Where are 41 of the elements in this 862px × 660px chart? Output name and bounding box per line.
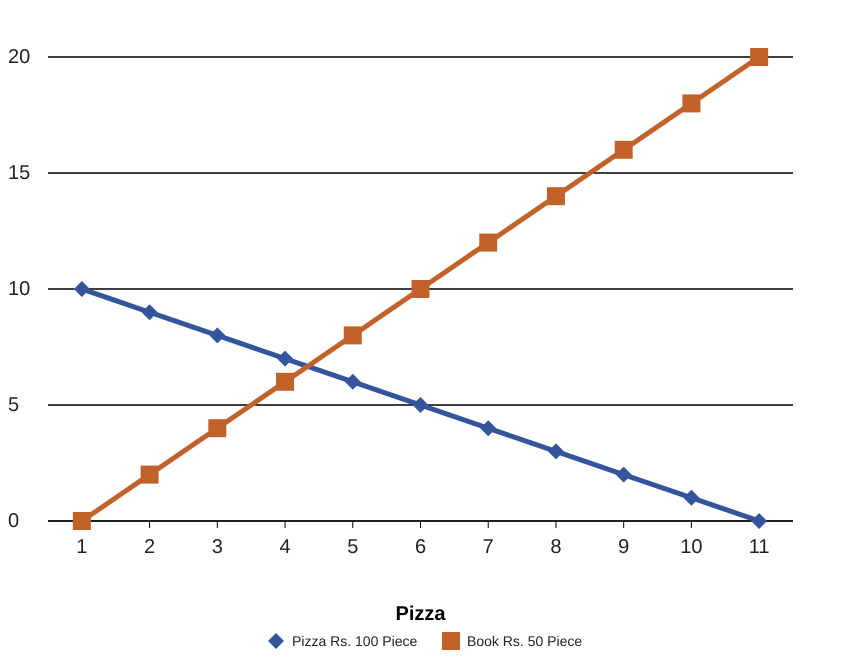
- legend-label: Pizza Rs. 100 Piece: [292, 633, 418, 649]
- point: [682, 94, 700, 112]
- point: [546, 187, 565, 206]
- x-tick-label: 2: [144, 536, 156, 558]
- point: [276, 372, 294, 391]
- y-tick-label: 15: [8, 162, 30, 184]
- x-tick-label: 3: [212, 536, 223, 558]
- x-tick-label: 4: [279, 536, 291, 558]
- y-tick-label: 10: [8, 278, 30, 300]
- point: [209, 327, 226, 344]
- point: [683, 490, 700, 506]
- point: [412, 397, 428, 413]
- point: [480, 420, 496, 436]
- x-tick-label: 7: [482, 536, 494, 558]
- point: [548, 443, 564, 460]
- x-tick-label: 8: [550, 536, 562, 558]
- y-tick-label: 0: [8, 510, 20, 532]
- point: [140, 466, 159, 484]
- point: [751, 513, 768, 529]
- point: [479, 234, 498, 252]
- y-tick-label: 20: [8, 46, 30, 68]
- point: [412, 280, 430, 298]
- x-axis-title: Pizza: [395, 603, 446, 625]
- x-tick-label: 11: [748, 536, 770, 558]
- y-tick-label: 5: [8, 394, 20, 416]
- point: [614, 140, 633, 159]
- point: [208, 419, 226, 438]
- point: [72, 512, 91, 530]
- x-tick-label: 1: [76, 536, 88, 558]
- x-tick-label: 5: [347, 536, 358, 558]
- point: [142, 304, 158, 320]
- point: [616, 466, 632, 483]
- point: [750, 48, 768, 66]
- point: [344, 374, 361, 390]
- point: [277, 350, 294, 367]
- point: [344, 326, 362, 344]
- x-tick-label: 9: [618, 536, 630, 558]
- x-tick-label: 6: [414, 536, 426, 558]
- legend-label: Book Rs. 50 Piece: [467, 633, 582, 649]
- x-tick-label: 10: [680, 536, 703, 558]
- point: [74, 281, 90, 297]
